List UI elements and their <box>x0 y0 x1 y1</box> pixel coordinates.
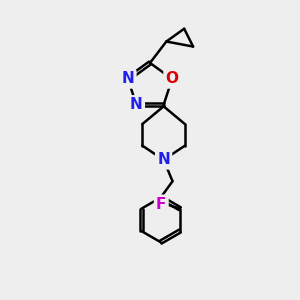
Text: N: N <box>122 71 134 86</box>
Text: F: F <box>156 197 166 212</box>
Text: N: N <box>130 98 143 112</box>
Text: O: O <box>166 71 178 86</box>
Text: N: N <box>157 152 170 167</box>
